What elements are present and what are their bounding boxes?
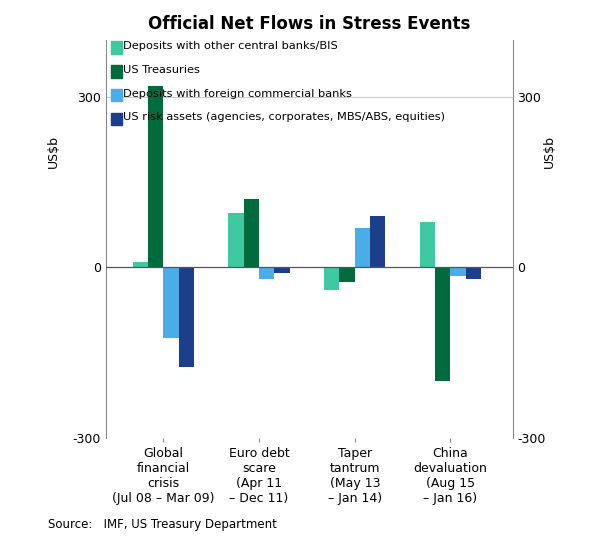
- Title: Official Net Flows in Stress Events: Official Net Flows in Stress Events: [148, 15, 470, 33]
- Bar: [244, 199, 259, 267]
- Bar: [355, 228, 370, 267]
- Bar: [111, 89, 122, 101]
- Bar: [274, 267, 290, 273]
- Bar: [466, 267, 481, 279]
- Bar: [435, 267, 451, 381]
- Bar: [133, 262, 148, 267]
- Text: Deposits with foreign commercial banks: Deposits with foreign commercial banks: [123, 88, 352, 99]
- Bar: [370, 216, 385, 267]
- Bar: [179, 267, 194, 367]
- Text: US$b: US$b: [47, 135, 59, 168]
- Text: US$b: US$b: [543, 135, 556, 168]
- Text: US Treasuries: US Treasuries: [123, 65, 200, 75]
- Bar: [111, 41, 122, 54]
- Bar: [340, 267, 355, 281]
- Text: Source:   IMF, US Treasury Department: Source: IMF, US Treasury Department: [48, 518, 277, 531]
- Bar: [111, 65, 122, 78]
- Bar: [259, 267, 274, 279]
- Text: US risk assets (agencies, corporates, MBS/ABS, equities): US risk assets (agencies, corporates, MB…: [123, 113, 445, 122]
- Bar: [163, 267, 179, 338]
- Text: Deposits with other central banks/BIS: Deposits with other central banks/BIS: [123, 41, 338, 51]
- Bar: [420, 222, 435, 267]
- Bar: [229, 213, 244, 267]
- Bar: [111, 113, 122, 125]
- Bar: [148, 86, 163, 267]
- Bar: [451, 267, 466, 276]
- Bar: [324, 267, 340, 290]
